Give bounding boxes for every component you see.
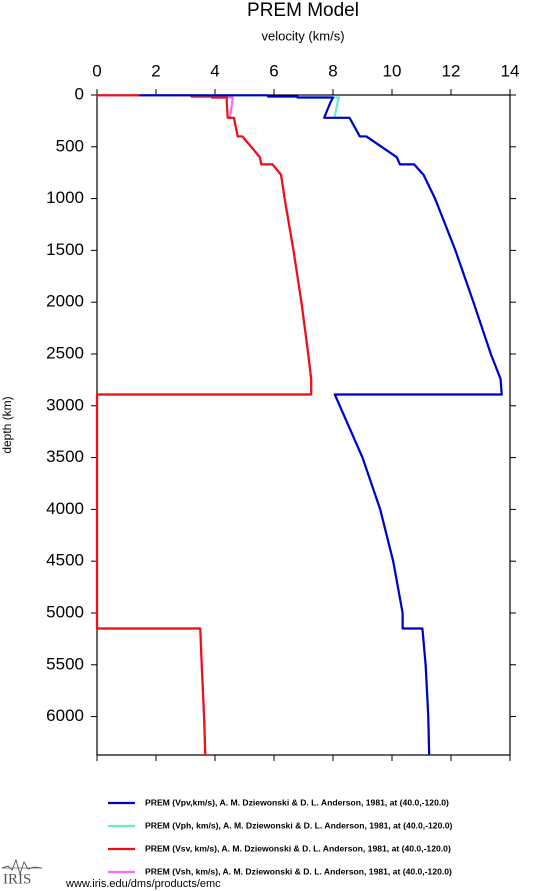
chart-title: PREM Model <box>247 0 359 21</box>
x-tick-label: 4 <box>210 61 219 80</box>
chart-subtitle: velocity (km/s) <box>261 28 344 43</box>
logo-text: IRIS <box>3 871 31 887</box>
legend-label: PREM (Vpv,km/s), A. M. Dziewonski & D. L… <box>145 797 449 807</box>
y-tick-label: 5500 <box>46 654 84 673</box>
y-tick-label: 6000 <box>46 706 84 725</box>
footer-url: www.iris.edu/dms/products/emc <box>65 878 221 890</box>
series-line <box>138 94 503 756</box>
series-line <box>95 94 313 756</box>
x-tick-label: 0 <box>92 61 101 80</box>
y-tick-label: 500 <box>56 136 84 155</box>
y-tick-label: 3500 <box>46 447 84 466</box>
y-tick-label: 5000 <box>46 602 84 621</box>
y-axis-label: depth (km) <box>0 396 14 453</box>
y-tick-label: 2000 <box>46 292 84 311</box>
y-tick-label: 4500 <box>46 551 84 570</box>
y-tick-label: 4000 <box>46 499 84 518</box>
y-tick-label: 3000 <box>46 395 84 414</box>
y-tick-label: 1500 <box>46 240 84 259</box>
y-tick-label: 0 <box>75 84 84 103</box>
legend-label: PREM (Vph, km/s), A. M. Dziewonski & D. … <box>145 820 453 830</box>
x-tick-label: 12 <box>442 61 461 80</box>
plot-frame <box>96 94 511 756</box>
series-line <box>138 94 503 756</box>
x-tick-label: 10 <box>383 61 402 80</box>
series-line <box>95 94 313 756</box>
legend-label: PREM (Vsh, km/s), A. M. Dziewonski & D. … <box>145 866 452 876</box>
legend-label: PREM (Vsv, km/s), A. M. Dziewonski & D. … <box>145 843 451 853</box>
y-tick-label: 2500 <box>46 343 84 362</box>
x-tick-label: 6 <box>269 61 278 80</box>
x-tick-label: 14 <box>501 61 520 80</box>
x-tick-label: 2 <box>151 61 160 80</box>
x-tick-label: 8 <box>328 61 337 80</box>
y-tick-label: 1000 <box>46 188 84 207</box>
logo <box>1 858 43 876</box>
